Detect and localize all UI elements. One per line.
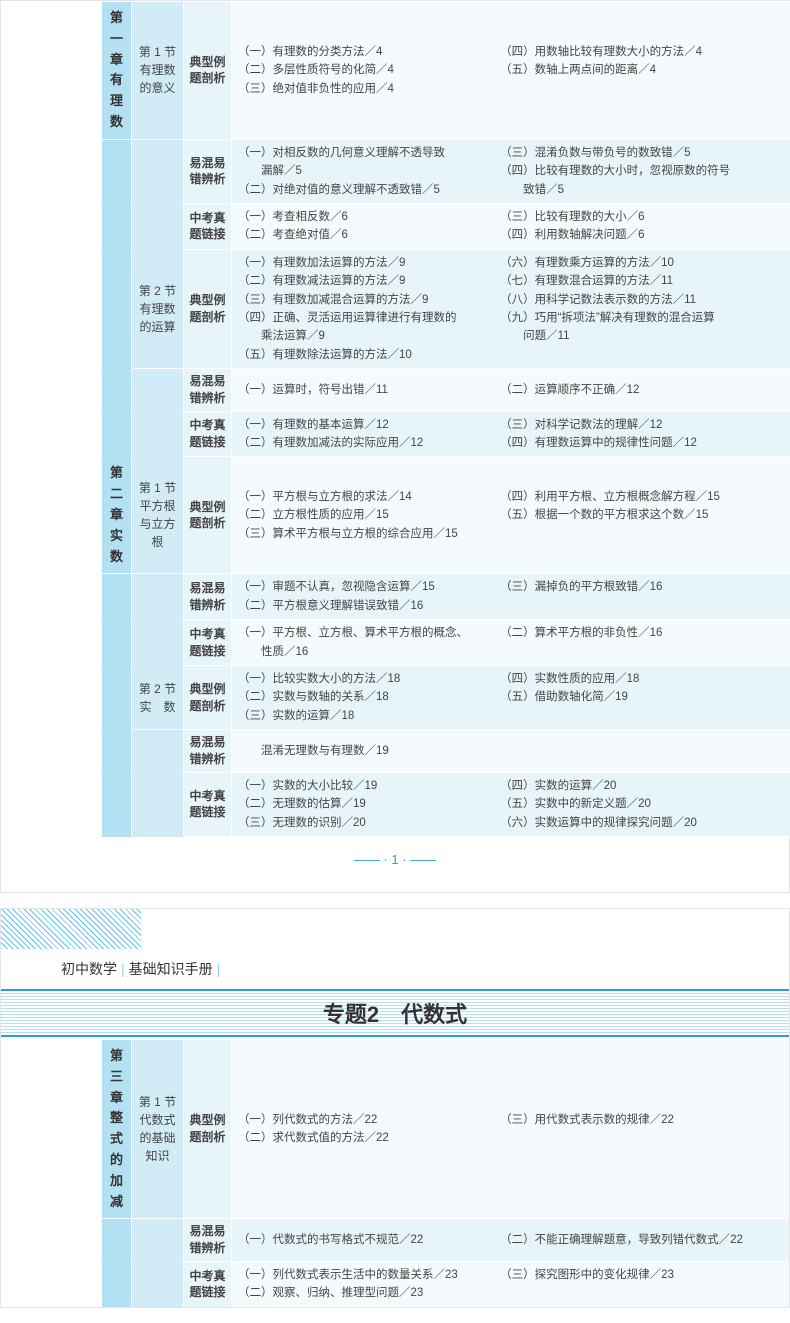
category-label: 中考真题链接 bbox=[184, 772, 232, 836]
content-cell: （一）平方根与立方根的求法／14（二）立方根性质的应用／15（三）算术平方根与立… bbox=[232, 457, 790, 574]
chapter-label: 第一章有理数 bbox=[102, 2, 132, 140]
section-label: 第 1 节代数式的基础知识 bbox=[132, 1039, 184, 1218]
section-label: 第 2 节有理数的运算 bbox=[132, 249, 184, 368]
content-cell: （一）对相反数的几何意义理解不透导致 漏解／5（二）对绝对值的意义理解不透致错／… bbox=[232, 139, 790, 203]
toc-table-2: 第三章整式的加减第 1 节代数式的基础知识典型例题剖析（一）列代数式的方法／22… bbox=[101, 1039, 790, 1308]
category-label: 典型例题剖析 bbox=[184, 249, 232, 368]
category-label: 中考真题链接 bbox=[184, 203, 232, 249]
chapter-label: 第二章实数 bbox=[102, 457, 132, 574]
book-title: 初中数学|基础知识手册| bbox=[61, 959, 789, 979]
page-decoration bbox=[1, 909, 141, 949]
category-label: 中考真题链接 bbox=[184, 411, 232, 457]
content-cell: （一）列代数式的方法／22（二）求代数式值的方法／22（三）用代数式表示数的规律… bbox=[232, 1039, 790, 1218]
category-label: 典型例题剖析 bbox=[184, 666, 232, 730]
category-label: 易混易错辨析 bbox=[184, 574, 232, 620]
category-label: 易混易错辨析 bbox=[184, 730, 232, 773]
category-label: 易混易错辨析 bbox=[184, 369, 232, 412]
section-label: 第 2 节实 数 bbox=[132, 666, 184, 730]
content-cell: （一）考查相反数／6（二）考查绝对值／6（三）比较有理数的大小／6（四）利用数轴… bbox=[232, 203, 790, 249]
category-label: 易混易错辨析 bbox=[184, 139, 232, 203]
category-label: 易混易错辨析 bbox=[184, 1219, 232, 1262]
section-label: 第 1 节平方根与立方根 bbox=[132, 457, 184, 574]
toc-table-1: 第一章有理数第 1 节有理数的意义典型例题剖析（一）有理数的分类方法／4（二）多… bbox=[101, 1, 790, 837]
content-cell: （一）平方根、立方根、算术平方根的概念、 性质／16（二）算术平方根的非负性／1… bbox=[232, 620, 790, 666]
content-cell: （一）有理数加法运算的方法／9（二）有理数减法运算的方法／9（三）有理数加减混合… bbox=[232, 249, 790, 368]
category-label: 中考真题链接 bbox=[184, 620, 232, 666]
section-label: 第 2 节整式的加减 bbox=[132, 1307, 184, 1308]
content-cell: （一）实数的大小比较／19（二）无理数的估算／19（三）无理数的识别／20（四）… bbox=[232, 772, 790, 836]
section-label: 第 1 节有理数的意义 bbox=[132, 2, 184, 140]
content-cell: （一）有理数的基本运算／12（二）有理数加减法的实际应用／12（三）对科学记数法… bbox=[232, 411, 790, 457]
category-label: 典型例题剖析 bbox=[184, 1039, 232, 1218]
content-cell: （一）列代数式表示生活中的数量关系／23（二）观察、归纳、推理型问题／23（三）… bbox=[232, 1261, 790, 1307]
topic-heading: 专题2 代数式 bbox=[1, 989, 789, 1037]
page-2: 初中数学|基础知识手册| 专题2 代数式 第三章整式的加减第 1 节代数式的基础… bbox=[0, 908, 790, 1308]
category-label: 典型例题剖析 bbox=[184, 1307, 232, 1308]
page-1: 第一章有理数第 1 节有理数的意义典型例题剖析（一）有理数的分类方法／4（二）多… bbox=[0, 0, 790, 893]
content-cell: （一）运算时，符号出错／11（二）运算顺序不正确／12 bbox=[232, 369, 790, 412]
chapter-label: 第三章整式的加减 bbox=[102, 1039, 132, 1218]
content-cell: （一）对单项式概念的理解及应用／25（二）对多项式概念的理解及应用／26（三）多… bbox=[232, 1307, 790, 1308]
category-label: 典型例题剖析 bbox=[184, 457, 232, 574]
content-cell: 混淆无理数与有理数／19 bbox=[232, 730, 790, 773]
content-cell: （一）代数式的书写格式不规范／22（二）不能正确理解题意，导致列错代数式／22 bbox=[232, 1219, 790, 1262]
page-number: —— · 1 · —— bbox=[1, 852, 789, 867]
category-label: 中考真题链接 bbox=[184, 1261, 232, 1307]
content-cell: （一）比较实数大小的方法／18（二）实数与数轴的关系／18（三）实数的运算／18… bbox=[232, 666, 790, 730]
category-label: 典型例题剖析 bbox=[184, 2, 232, 140]
content-cell: （一）审题不认真，忽视隐含运算／15（二）平方根意义理解错误致错／16（三）漏掉… bbox=[232, 574, 790, 620]
content-cell: （一）有理数的分类方法／4（二）多层性质符号的化简／4（三）绝对值非负性的应用／… bbox=[232, 2, 790, 140]
